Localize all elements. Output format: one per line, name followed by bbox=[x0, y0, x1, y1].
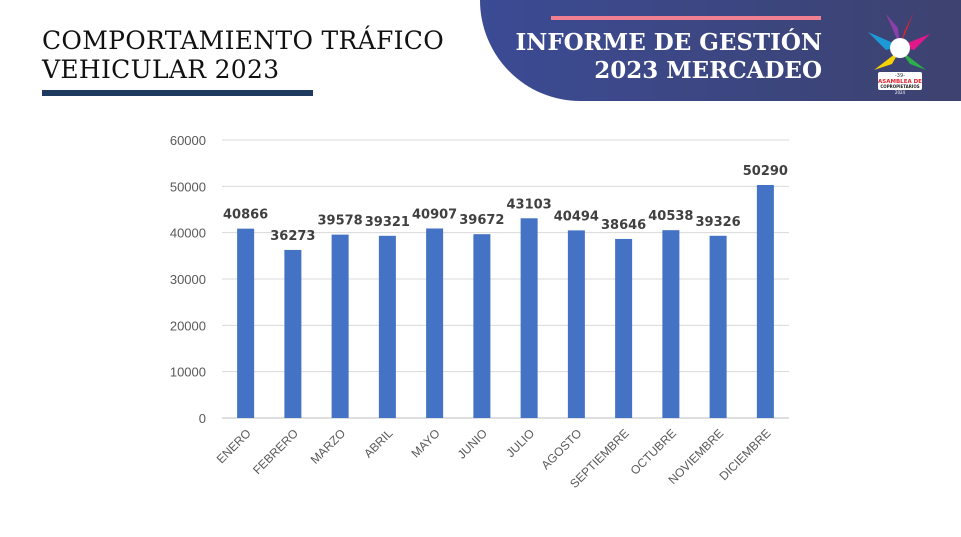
data-label: 39326 bbox=[696, 215, 741, 230]
data-label: 39578 bbox=[318, 214, 363, 229]
banner-line-1: INFORME DE GESTIÓN bbox=[515, 29, 822, 56]
svg-text:-39-: -39- bbox=[895, 73, 905, 79]
page-title: COMPORTAMIENTO TRÁFICO VEHICULAR 2023 bbox=[42, 26, 444, 84]
bar bbox=[284, 249, 302, 418]
title-underline bbox=[42, 90, 313, 96]
bar bbox=[709, 235, 727, 418]
x-tick-label: DICIEMBRE bbox=[716, 426, 773, 483]
bar bbox=[378, 235, 396, 418]
data-label: 36273 bbox=[270, 229, 315, 244]
accent-line bbox=[551, 16, 821, 20]
data-label: 38646 bbox=[601, 218, 646, 233]
data-label: 40538 bbox=[648, 209, 693, 224]
bar bbox=[662, 230, 680, 418]
banner-title: INFORME DE GESTIÓN 2023 MERCADEO bbox=[516, 29, 822, 85]
y-tick-label: 50000 bbox=[170, 179, 206, 194]
data-label: 40494 bbox=[554, 209, 599, 224]
bar bbox=[331, 234, 349, 418]
x-tick-label: ABRIL bbox=[361, 426, 396, 461]
x-tick-label: FEBRERO bbox=[250, 426, 301, 477]
bar bbox=[473, 234, 491, 418]
assembly-logo: -39- ASAMBLEA DE COPROPIETARIOS 2024 bbox=[868, 12, 930, 95]
x-tick-label: ENERO bbox=[214, 426, 254, 466]
x-tick-label: AGOSTO bbox=[538, 426, 584, 472]
y-tick-label: 0 bbox=[199, 411, 206, 426]
bar bbox=[615, 238, 633, 418]
data-label: 40866 bbox=[223, 208, 268, 223]
y-tick-label: 20000 bbox=[170, 318, 206, 333]
bar bbox=[520, 218, 538, 418]
svg-text:COPROPIETARIOS: COPROPIETARIOS bbox=[880, 84, 919, 89]
x-tick-label: MAYO bbox=[408, 426, 442, 460]
data-label: 40907 bbox=[412, 207, 457, 222]
data-label: 43103 bbox=[507, 197, 552, 212]
x-tick-label: JULIO bbox=[503, 426, 537, 460]
svg-text:2024: 2024 bbox=[895, 90, 906, 95]
title-line-1: COMPORTAMIENTO TRÁFICO bbox=[42, 26, 444, 55]
svg-text:ASAMBLEA DE: ASAMBLEA DE bbox=[878, 79, 922, 85]
x-tick-label: JUNIO bbox=[455, 426, 490, 461]
y-tick-label: 60000 bbox=[170, 133, 206, 148]
data-label: 39321 bbox=[365, 215, 410, 230]
bar bbox=[426, 228, 444, 418]
title-line-2: VEHICULAR 2023 bbox=[42, 55, 280, 84]
bar bbox=[567, 230, 585, 418]
y-tick-label: 30000 bbox=[170, 272, 206, 287]
bar bbox=[237, 228, 255, 418]
data-label: 50290 bbox=[743, 164, 788, 179]
y-tick-label: 10000 bbox=[170, 365, 206, 380]
bar bbox=[756, 184, 774, 418]
banner-line-2: 2023 MERCADEO bbox=[594, 57, 822, 84]
data-label: 39672 bbox=[459, 213, 504, 228]
x-tick-label: MARZO bbox=[308, 426, 349, 467]
y-tick-label: 40000 bbox=[170, 226, 206, 241]
